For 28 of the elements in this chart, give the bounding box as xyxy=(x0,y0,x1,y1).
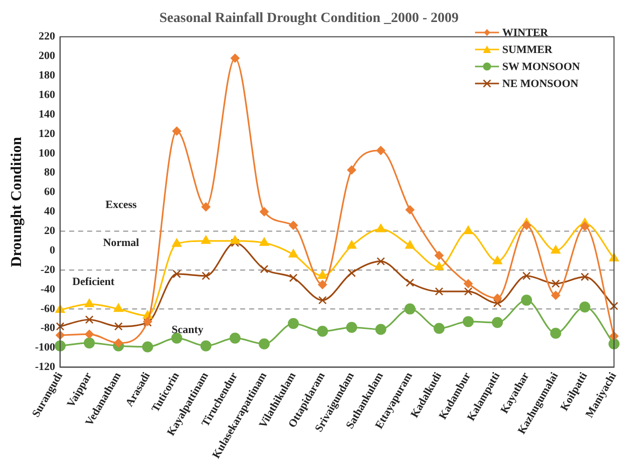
y-tick-label: -120 xyxy=(34,361,56,374)
y-tick-label: -20 xyxy=(40,264,56,276)
legend-label: SUMMER xyxy=(502,44,552,56)
y-tick-label: 20 xyxy=(44,225,56,238)
y-tick-label: 100 xyxy=(38,147,56,160)
y-tick-label: 40 xyxy=(44,206,56,218)
y-tick-label: 180 xyxy=(38,70,56,82)
y-tick-label: 160 xyxy=(38,88,56,101)
y-tick-label: -60 xyxy=(40,302,56,315)
y-tick-label: -80 xyxy=(40,322,56,334)
annotation: Deficient xyxy=(72,276,115,288)
y-tick-label: 0 xyxy=(50,244,56,256)
y-axis-title: Drounght Condition xyxy=(8,136,25,268)
y-tick-label: 120 xyxy=(38,128,56,140)
annotation: Excess xyxy=(106,199,138,212)
legend-label: WINTER xyxy=(502,26,548,38)
y-tick-label: 60 xyxy=(44,186,56,198)
y-tick-label: 220 xyxy=(38,30,56,43)
annotation: Scanty xyxy=(172,324,204,336)
y-tick-label: 80 xyxy=(44,166,56,179)
legend-label: SW MONSOON xyxy=(502,60,580,72)
annotation: Normal xyxy=(103,237,140,250)
y-tick-label: -100 xyxy=(34,342,56,354)
y-tick-label: 140 xyxy=(38,108,56,120)
y-tick-label: 200 xyxy=(38,50,56,62)
legend-label: NE MONSOON xyxy=(502,78,578,90)
y-tick-label: -40 xyxy=(40,283,56,296)
chart-title: Seasonal Rainfall Drought Condition _2000 - 2009 xyxy=(159,11,459,26)
